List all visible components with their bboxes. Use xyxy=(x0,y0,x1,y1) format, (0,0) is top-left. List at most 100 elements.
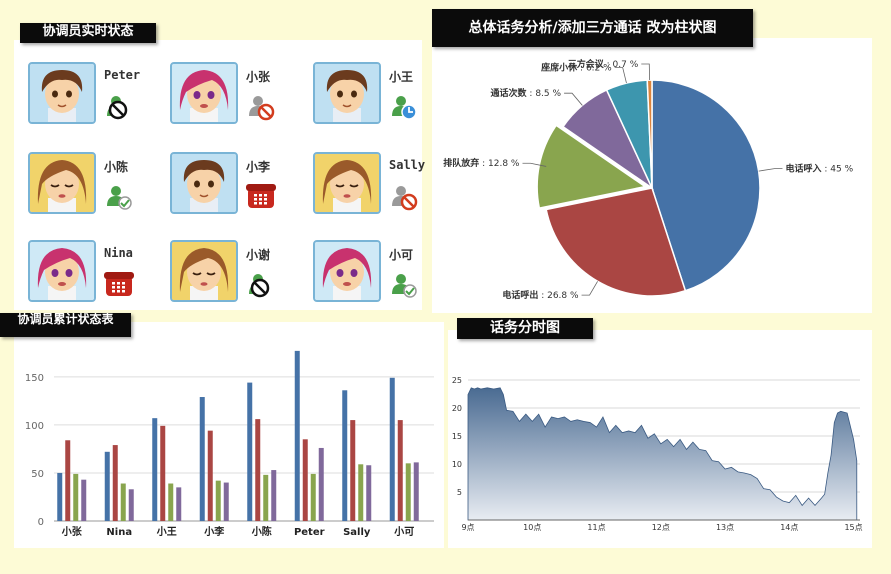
pie-leader-line xyxy=(581,281,598,296)
agent-card[interactable]: 小谢 xyxy=(170,240,310,312)
bar[interactable] xyxy=(397,420,403,521)
pie-label: 电话呼出 : 26.8 % xyxy=(502,289,579,301)
agent-name: 小张 xyxy=(246,70,271,84)
agent-name: 小可 xyxy=(389,248,414,262)
y-tick-label: 10 xyxy=(452,460,462,469)
bar[interactable] xyxy=(160,425,166,521)
y-tick-label: 20 xyxy=(452,404,462,413)
bar[interactable] xyxy=(318,447,324,521)
avatar xyxy=(313,62,381,124)
pie-leader-line xyxy=(522,162,547,167)
bar[interactable] xyxy=(73,473,79,521)
agent-card[interactable]: 小王 xyxy=(313,62,453,134)
bar[interactable] xyxy=(413,462,419,521)
x-tick-label: 10点 xyxy=(523,523,541,532)
agent-card[interactable]: 小李 xyxy=(170,152,310,224)
bar[interactable] xyxy=(176,487,182,521)
bar[interactable] xyxy=(294,350,300,521)
agent-card[interactable]: Sally xyxy=(313,152,453,224)
bar-chart: 0 50 100 150 小张 Nina 小王 小李 小陈 Peter Sally 小可 xyxy=(25,350,434,538)
x-tick-label: Sally xyxy=(343,527,371,538)
pie-label-name: 座席小休 xyxy=(540,62,578,74)
disabled-icon xyxy=(246,92,276,122)
bar[interactable] xyxy=(104,451,110,521)
x-tick-label: Nina xyxy=(106,527,132,538)
y-tick-label: 100 xyxy=(25,421,44,432)
x-tick-label: 小陈 xyxy=(251,525,272,538)
area-series[interactable] xyxy=(467,387,858,521)
bar[interactable] xyxy=(57,472,63,521)
avatar xyxy=(313,152,381,214)
bar[interactable] xyxy=(112,445,118,521)
bar[interactable] xyxy=(310,473,316,521)
bar[interactable] xyxy=(350,420,356,521)
bar[interactable] xyxy=(358,464,364,521)
agent-status-title: 协调员实时状态 xyxy=(20,23,156,43)
bar[interactable] xyxy=(405,463,411,521)
bar[interactable] xyxy=(152,418,158,521)
bar[interactable] xyxy=(366,465,372,521)
pie-label-sep: : xyxy=(821,165,830,175)
cumulative-status-title: 协调员累计状态表 xyxy=(0,313,131,337)
avatar xyxy=(28,152,96,214)
avatar xyxy=(170,62,238,124)
busy-icon xyxy=(104,92,134,122)
pie-label: 通话次数 : 8.5 % xyxy=(491,87,562,99)
y-tick-label: 50 xyxy=(31,469,44,480)
bar[interactable] xyxy=(65,440,71,521)
bar[interactable] xyxy=(302,439,308,521)
bar[interactable] xyxy=(247,382,253,521)
agent-card[interactable]: Peter xyxy=(28,62,168,134)
bar[interactable] xyxy=(120,483,126,521)
agent-name: Peter xyxy=(104,68,141,82)
bar[interactable] xyxy=(207,430,213,521)
y-tick-label: 5 xyxy=(457,488,462,497)
pie-label: 三方会议 : 0.7 % xyxy=(568,58,639,70)
pie-label-sep: : xyxy=(538,291,547,301)
bar[interactable] xyxy=(215,480,221,521)
pie-leader-line xyxy=(641,63,651,81)
y-tick-label: 25 xyxy=(452,376,462,385)
phone-icon xyxy=(104,270,134,300)
x-tick-label: 小李 xyxy=(203,525,225,538)
y-tick-label: 0 xyxy=(38,517,44,528)
pie-label-value: 0.7 % xyxy=(613,60,639,70)
timer-icon xyxy=(389,92,419,122)
x-tick-label: 小可 xyxy=(393,525,414,538)
x-tick-label: 14点 xyxy=(780,523,798,532)
pie-label: 座席小休 : 6.2 % xyxy=(540,62,612,74)
x-tick-label: 12点 xyxy=(652,523,670,532)
bar[interactable] xyxy=(263,474,269,521)
agent-card[interactable]: 小陈 xyxy=(28,152,168,224)
bar[interactable] xyxy=(271,470,277,521)
available-icon xyxy=(104,182,134,212)
bar[interactable] xyxy=(199,397,205,521)
bar[interactable] xyxy=(128,489,134,521)
disabled-icon xyxy=(389,182,419,212)
bar[interactable] xyxy=(342,390,348,521)
bar[interactable] xyxy=(223,482,229,521)
agent-name: Nina xyxy=(104,246,133,260)
agent-card[interactable]: Nina xyxy=(28,240,168,312)
avatar xyxy=(28,240,96,302)
x-tick-label: 15点 xyxy=(844,523,862,532)
agent-card[interactable]: 小张 xyxy=(170,62,310,134)
bar[interactable] xyxy=(168,483,174,521)
busy-icon xyxy=(246,270,276,300)
pie-leader-line xyxy=(614,67,627,84)
agent-card[interactable]: 小可 xyxy=(313,240,453,312)
pie-label-name: 电话呼出 xyxy=(502,289,538,301)
avatar xyxy=(28,62,96,124)
pie-slice[interactable] xyxy=(545,187,687,297)
x-tick-label: 13点 xyxy=(716,523,734,532)
pie-leader-line xyxy=(564,92,583,106)
avatar xyxy=(170,240,238,302)
bar[interactable] xyxy=(255,419,261,521)
y-tick-label: 150 xyxy=(25,373,44,384)
bar[interactable] xyxy=(389,377,395,521)
pie-label-sep: : xyxy=(479,159,488,169)
bar[interactable] xyxy=(81,479,87,521)
pie-slice[interactable] xyxy=(651,79,761,292)
pie-label-sep: : xyxy=(577,64,586,74)
agent-name: 小谢 xyxy=(246,248,271,262)
